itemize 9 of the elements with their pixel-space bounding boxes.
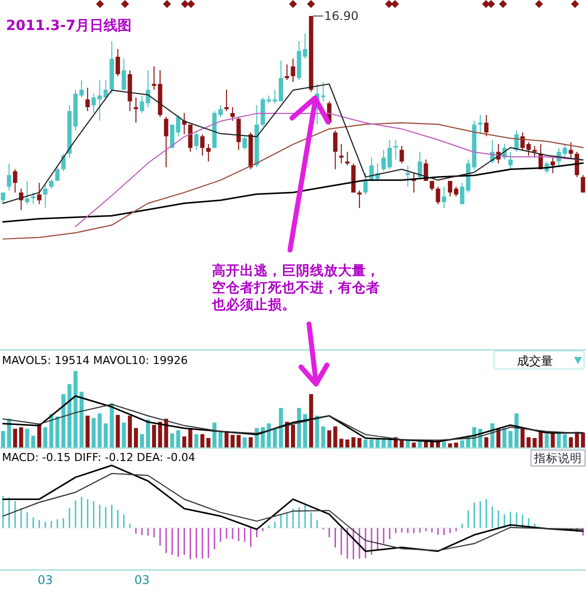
x-tick-label: 03: [38, 573, 53, 587]
chart-title: 2011.3-7月日线图: [6, 18, 132, 34]
x-tick-label: 03: [134, 573, 150, 587]
text: MACD: -0.15 DIFF: -0.12 DEA: -0.04: [2, 451, 196, 464]
text: 成交量: [517, 354, 553, 368]
text: 高开出逃，巨阴线放大量，空仓者打死也不进，有仓者也必须止损。: [211, 262, 380, 313]
text: MAVOL5: 19514 MAVOL10: 19926: [2, 354, 188, 367]
annotation: 16.90: [324, 9, 358, 23]
text: 指标说明: [533, 451, 582, 465]
